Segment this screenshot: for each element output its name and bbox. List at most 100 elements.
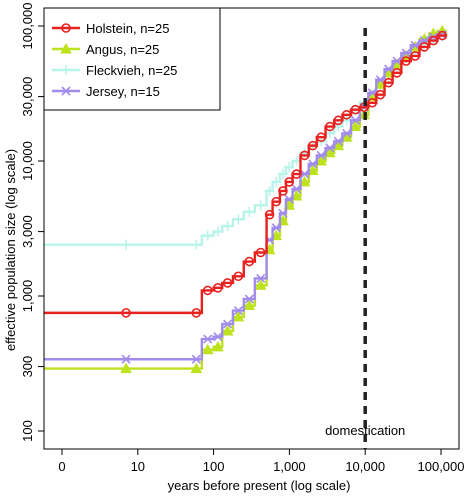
- data-point: [316, 150, 326, 160]
- data-point: [191, 354, 201, 364]
- data-point: [291, 184, 302, 194]
- data-point: [233, 271, 244, 282]
- data-point: [437, 30, 448, 41]
- legend-marker: [61, 65, 71, 75]
- data-point: [203, 334, 213, 344]
- legend-item: Jersey, n=15: [52, 84, 160, 99]
- legend-marker: [61, 23, 71, 33]
- data-point: [264, 209, 275, 220]
- data-point: [375, 75, 385, 85]
- data-point: [255, 247, 266, 258]
- data-point: [410, 51, 420, 61]
- data-point: [120, 362, 132, 374]
- data-point: [278, 208, 288, 218]
- data-point: [201, 343, 214, 355]
- x-axis-title: years before present (log scale): [168, 478, 351, 493]
- plot-frame: [43, 7, 460, 450]
- data-point: [308, 159, 318, 169]
- data-point: [290, 190, 303, 201]
- legend-marker: [60, 42, 72, 54]
- data-point: [271, 176, 282, 187]
- data-point: [342, 128, 352, 139]
- legend-label: Holstein, n=25: [86, 21, 169, 36]
- data-point: [222, 221, 233, 232]
- data-point: [341, 109, 352, 120]
- data-point: [300, 169, 310, 179]
- data-point: [332, 139, 345, 151]
- data-point: [244, 256, 255, 267]
- data-point: [384, 64, 394, 74]
- data-point: [213, 283, 223, 293]
- data-point: [191, 308, 202, 318]
- data-point: [325, 143, 335, 153]
- data-point: [191, 239, 202, 250]
- data-point: [316, 132, 326, 143]
- data-point: [121, 308, 131, 318]
- data-point: [264, 185, 275, 196]
- data-point: [121, 354, 131, 364]
- y-tick-label: 30,000: [20, 77, 35, 117]
- data-point: [419, 42, 430, 52]
- legend-label: Jersey, n=15: [86, 84, 160, 99]
- legend-item: Angus, n=25: [52, 42, 159, 57]
- data-point: [392, 56, 402, 66]
- data-point: [271, 223, 281, 233]
- y-tick-label: 10,000: [20, 141, 35, 181]
- data-point: [271, 196, 282, 207]
- legend-item: Fleckvieh, n=25: [52, 63, 177, 78]
- data-point: [254, 279, 267, 290]
- y-tick-label: 300: [20, 356, 35, 378]
- y-tick-label: 3,000: [20, 215, 35, 248]
- data-point: [284, 162, 295, 173]
- data-point: [410, 40, 420, 50]
- series-3: [44, 30, 448, 364]
- data-point: [222, 278, 233, 288]
- x-tick-label: 100,000: [418, 459, 465, 474]
- legend-box: [43, 7, 221, 111]
- data-point: [213, 332, 223, 342]
- x-tick-label: 1,000: [273, 459, 306, 474]
- y-tick-label: 100: [20, 420, 35, 442]
- legend-label: Fleckvieh, n=25: [86, 63, 177, 78]
- legend-marker: [61, 86, 71, 96]
- legend: Holstein, n=25 Angus, n=25 Fleckvieh, n=25…: [43, 7, 221, 111]
- data-point: [333, 136, 343, 146]
- data-point: [233, 306, 243, 316]
- data-point: [315, 154, 328, 166]
- axes-layer: 0 10 100 1,000 10,000 100,000 100 300 1,000 3,000…: [20, 3, 465, 475]
- data-point: [367, 88, 377, 98]
- data-point: [244, 294, 254, 304]
- data-point: [350, 104, 361, 115]
- data-point: [325, 121, 335, 132]
- data-point: [375, 89, 386, 100]
- series-line: [44, 33, 448, 361]
- y-axis-title: effective population size (log scale): [3, 149, 18, 351]
- data-point: [212, 340, 224, 352]
- data-point: [202, 285, 213, 296]
- data-point: [374, 78, 387, 89]
- domestication-label: domestication: [325, 423, 405, 438]
- data-point: [350, 115, 360, 125]
- data-point: [255, 200, 266, 211]
- data-point: [284, 194, 294, 204]
- data-point: [202, 230, 213, 241]
- data-point: [392, 68, 402, 78]
- data-point: [383, 77, 394, 88]
- data-point: [299, 150, 310, 161]
- x-tick-label: 100: [203, 459, 225, 474]
- data-point: [221, 325, 234, 336]
- data-point: [349, 120, 362, 132]
- annotation-layer: domestication: [325, 28, 405, 449]
- data-point: [243, 299, 256, 311]
- data-point: [428, 35, 439, 46]
- data-point: [121, 239, 132, 250]
- data-point: [232, 310, 245, 322]
- x-tick-label: 10: [131, 459, 145, 474]
- x-tick-label: 0: [58, 459, 65, 474]
- legend-label: Angus, n=25: [86, 42, 159, 57]
- data-point: [284, 177, 295, 187]
- data-point: [291, 169, 302, 179]
- data-point: [401, 56, 411, 66]
- data-point: [401, 48, 411, 58]
